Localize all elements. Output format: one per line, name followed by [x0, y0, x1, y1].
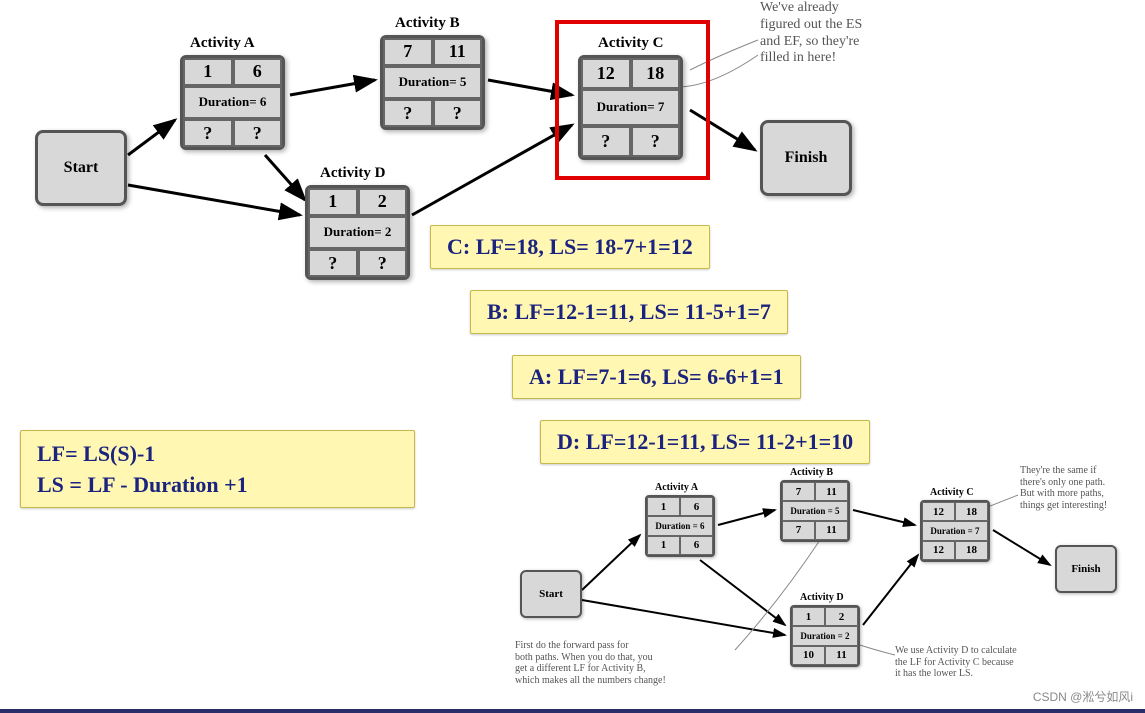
b-dur: Duration= 5 — [383, 66, 482, 99]
calc-b: B: LF=12-1=11, LS= 11-5+1=7 — [470, 290, 788, 334]
a-es: 1 — [183, 58, 233, 86]
label-activity-b: Activity B — [395, 15, 460, 32]
node-activity-b: 7 11 Duration= 5 ? ? — [380, 35, 485, 130]
bnote-bottomright: We use Activity D to calculate the LF fo… — [895, 645, 1065, 680]
bottom-network-diagram: Start Finish Activity A 16 Duration = 6 … — [490, 470, 1140, 690]
bottom-finish-node: Finish — [1055, 545, 1117, 593]
d-dur: Duration= 2 — [308, 216, 407, 249]
bnote-right: They're the same if there's only one pat… — [1020, 465, 1145, 511]
bnote-left: First do the forward pass for both paths… — [515, 640, 715, 686]
node-activity-d: 1 2 Duration= 2 ? ? — [305, 185, 410, 280]
bnode-c: 1218 Duration = 7 1218 — [920, 500, 990, 562]
d-es: 1 — [308, 188, 358, 216]
note-es-ef-filled: We've already figured out the ES and EF,… — [760, 0, 920, 67]
label-activity-d: Activity D — [320, 165, 385, 182]
blabel-a: Activity A — [655, 482, 698, 493]
label-activity-a: Activity A — [190, 35, 255, 52]
highlight-activity-c — [555, 20, 710, 180]
blabel-b: Activity B — [790, 467, 833, 478]
a-lf: ? — [233, 119, 283, 147]
bnode-a: 16 Duration = 6 16 — [645, 495, 715, 557]
finish-node: Finish — [760, 120, 852, 196]
a-dur: Duration= 6 — [183, 86, 282, 119]
b-es: 7 — [383, 38, 433, 66]
watermark: CSDN @淞兮如风i — [1033, 688, 1133, 705]
calc-c: C: LF=18, LS= 18-7+1=12 — [430, 225, 710, 269]
calc-a: A: LF=7-1=6, LS= 6-6+1=1 — [512, 355, 801, 399]
d-lf: ? — [358, 249, 408, 277]
d-ef: 2 — [358, 188, 408, 216]
blabel-c: Activity C — [930, 487, 974, 498]
start-node: Start — [35, 130, 127, 206]
footer-bar — [0, 709, 1145, 713]
formula-box: LF= LS(S)-1 LS = LF - Duration +1 — [20, 430, 415, 508]
b-ls: ? — [383, 99, 433, 127]
bnode-b: 711 Duration = 5 711 — [780, 480, 850, 542]
d-ls: ? — [308, 249, 358, 277]
b-ef: 11 — [433, 38, 483, 66]
blabel-d: Activity D — [800, 592, 844, 603]
bnode-d: 12 Duration = 2 1011 — [790, 605, 860, 667]
calc-d: D: LF=12-1=11, LS= 11-2+1=10 — [540, 420, 870, 464]
a-ls: ? — [183, 119, 233, 147]
bottom-start-node: Start — [520, 570, 582, 618]
top-network-diagram: Start Finish Activity A 1 6 Duration= 6 … — [0, 0, 1145, 330]
a-ef: 6 — [233, 58, 283, 86]
b-lf: ? — [433, 99, 483, 127]
node-activity-a: 1 6 Duration= 6 ? ? — [180, 55, 285, 150]
